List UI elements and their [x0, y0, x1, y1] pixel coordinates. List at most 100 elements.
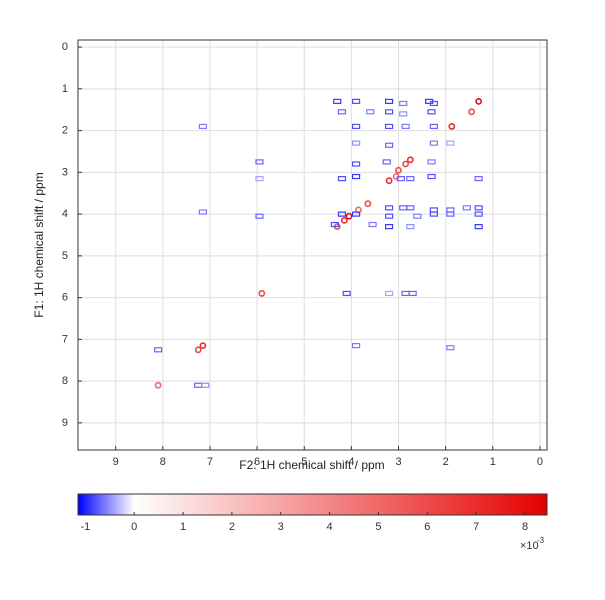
colorbar-multiplier: ×10 [520, 540, 539, 552]
peak [201, 382, 210, 388]
peak [337, 211, 347, 217]
peak [384, 109, 394, 115]
y-tick-label: 3 [62, 166, 68, 178]
y-tick-label: 6 [62, 292, 68, 304]
peak [429, 207, 438, 213]
peak [429, 211, 438, 217]
peak [352, 161, 361, 167]
peak [384, 213, 394, 219]
x-tick-label: 4 [348, 456, 354, 468]
colorbar-tick-label: 2 [229, 521, 235, 533]
y-tick-label: 8 [62, 375, 68, 387]
peak [406, 176, 415, 182]
peak [446, 140, 455, 146]
peak [427, 173, 436, 180]
peak [385, 177, 393, 185]
x-tick-label: 6 [254, 456, 260, 468]
x-tick-label: 2 [443, 456, 449, 468]
peak [330, 221, 339, 228]
colorbar-tick-label: 0 [131, 521, 137, 533]
y-tick-label: 9 [62, 417, 68, 429]
peak [429, 100, 438, 107]
peak [352, 140, 361, 146]
y-tick-label: 2 [62, 125, 68, 137]
peak [406, 224, 415, 230]
peak [395, 166, 402, 174]
peak [198, 209, 208, 215]
colorbar-tick-label: -1 [80, 521, 90, 533]
colorbar-tick-label: 8 [522, 521, 528, 533]
peak [408, 290, 417, 297]
peak [340, 216, 348, 224]
peak [399, 111, 408, 117]
peak [198, 123, 208, 130]
colorbar-tick-label: 5 [375, 521, 381, 533]
peak [399, 205, 408, 211]
peak [446, 207, 455, 213]
y-tick-label: 5 [62, 250, 68, 262]
peak [382, 159, 391, 165]
peak [352, 123, 361, 130]
peak [462, 205, 471, 211]
peak [255, 176, 264, 182]
x-tick-label: 3 [395, 456, 401, 468]
colorbar [77, 493, 548, 516]
x-tick-label: 1 [490, 456, 496, 468]
peak [474, 205, 483, 211]
peak [337, 109, 347, 115]
y-tick-label: 1 [62, 83, 68, 95]
peak [429, 140, 438, 146]
peak [352, 211, 361, 217]
peak [364, 200, 372, 208]
peak [333, 98, 342, 104]
peak [199, 342, 207, 350]
peak [337, 176, 347, 182]
peak [194, 346, 202, 354]
peak [475, 97, 483, 105]
peak [384, 142, 394, 148]
plot-frame [77, 39, 548, 451]
peak [427, 159, 436, 165]
peak [255, 159, 264, 165]
peak [401, 290, 410, 297]
peak [384, 98, 394, 104]
x-tick-label: 9 [113, 456, 119, 468]
peak [446, 211, 455, 217]
peak [258, 290, 266, 297]
peak [402, 160, 409, 168]
peak [474, 224, 483, 230]
peak [384, 290, 394, 297]
peak [406, 156, 414, 164]
peak [368, 221, 377, 228]
peak [448, 123, 456, 130]
colorbar-tick-label: 4 [327, 521, 333, 533]
peak [474, 176, 483, 182]
peak [406, 205, 415, 211]
x-tick-label: 5 [301, 456, 307, 468]
y-axis-label: F1: 1H chemical shift / ppm [32, 172, 46, 317]
y-tick-label: 7 [62, 333, 68, 345]
peak [342, 290, 351, 297]
peak [427, 109, 436, 115]
y-tick-label: 0 [62, 41, 68, 53]
peak [468, 108, 475, 116]
peak [352, 173, 361, 180]
peak [474, 211, 483, 217]
x-tick-label: 7 [207, 456, 213, 468]
peak [194, 382, 203, 388]
peak [352, 343, 361, 349]
x-tick-label: 8 [160, 456, 166, 468]
y-tick-label: 4 [62, 208, 68, 220]
peak [345, 212, 353, 220]
peak [366, 109, 375, 115]
colorbar-tick-label: 1 [180, 521, 186, 533]
peak [384, 123, 394, 130]
peak [399, 100, 408, 107]
colorbar-tick-label: 6 [424, 521, 430, 533]
peak [413, 213, 422, 219]
peak [384, 224, 394, 230]
x-axis-label: F2: 1H chemical shift / ppm [239, 458, 384, 472]
peak [384, 205, 394, 211]
peak [396, 176, 405, 182]
